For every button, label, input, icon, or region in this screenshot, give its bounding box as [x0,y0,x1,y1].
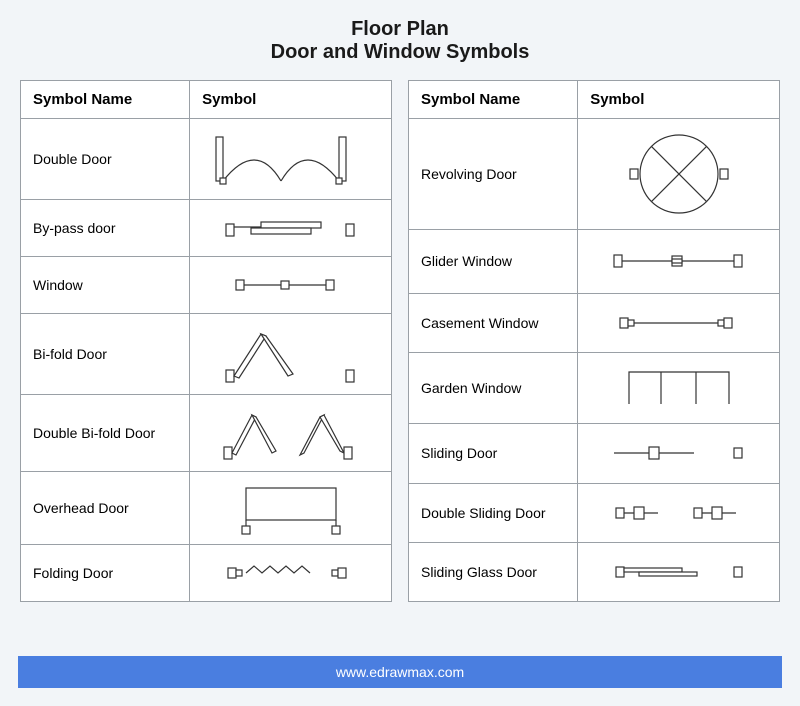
table-row: Folding Door [21,545,392,602]
double_bifold_door-icon [206,403,376,463]
page-title: Floor Plan Door and Window Symbols [18,18,782,64]
tables-container: Symbol Name Symbol Double DoorBy-pass do… [18,80,782,602]
symbol-cell [190,545,392,602]
bifold_door-icon [206,322,376,386]
symbol-name-cell: Double Sliding Door [409,483,578,542]
symbol-name-cell: Sliding Door [409,424,578,483]
symbol-name-cell: Bi-fold Door [21,314,190,395]
symbol-name-cell: Garden Window [409,352,578,424]
table-row: Double Bi-fold Door [21,395,392,472]
table-row: Double Sliding Door [409,483,780,542]
revolving_door-icon [594,129,764,219]
symbol-cell [578,352,780,424]
symbol-cell [578,424,780,483]
symbol-cell [578,293,780,352]
symbol-cell [190,119,392,200]
symbol-name-cell: Sliding Glass Door [409,542,578,601]
symbol-cell [190,257,392,314]
table-row: Sliding Door [409,424,780,483]
symbol-name-cell: Overhead Door [21,472,190,545]
double_sliding_door-icon [594,493,764,533]
header-symbol-name: Symbol Name [21,81,190,119]
table-row: Sliding Glass Door [409,542,780,601]
table-row: Revolving Door [409,119,780,230]
symbol-cell [190,472,392,545]
symbol-cell [578,230,780,293]
sliding_door-icon [594,433,764,473]
sliding_glass_door-icon [594,552,764,592]
garden_window-icon [594,362,764,414]
symbol-name-cell: Revolving Door [409,119,578,230]
window-icon [206,265,376,305]
symbol-name-cell: Casement Window [409,293,578,352]
folding_door-icon [206,553,376,593]
table-row: Casement Window [409,293,780,352]
symbol-cell [190,314,392,395]
overhead_door-icon [206,480,376,536]
table-header-row: Symbol Name Symbol [21,81,392,119]
symbol-cell [578,483,780,542]
symbol-name-cell: Folding Door [21,545,190,602]
table-row: Overhead Door [21,472,392,545]
symbol-name-cell: Double Bi-fold Door [21,395,190,472]
symbol-name-cell: By-pass door [21,200,190,257]
footer-url: www.edrawmax.com [336,664,464,680]
table-row: Double Door [21,119,392,200]
glider_window-icon [594,239,764,283]
table-row: Bi-fold Door [21,314,392,395]
title-line-1: Floor Plan [18,18,782,41]
right-table: Symbol Name Symbol Revolving DoorGlider … [408,80,780,602]
footer-bar: www.edrawmax.com [18,656,782,688]
symbol-name-cell: Double Door [21,119,190,200]
table-row: By-pass door [21,200,392,257]
symbol-name-cell: Window [21,257,190,314]
table-row: Window [21,257,392,314]
casement_window-icon [594,303,764,343]
header-symbol: Symbol [190,81,392,119]
header-symbol: Symbol [578,81,780,119]
table-row: Garden Window [409,352,780,424]
bypass_door-icon [206,208,376,248]
title-line-2: Door and Window Symbols [18,41,782,64]
symbol-cell [190,200,392,257]
symbol-cell [578,542,780,601]
table-header-row: Symbol Name Symbol [409,81,780,119]
header-symbol-name: Symbol Name [409,81,578,119]
double_door-icon [206,127,376,191]
table-row: Glider Window [409,230,780,293]
symbol-name-cell: Glider Window [409,230,578,293]
left-table: Symbol Name Symbol Double DoorBy-pass do… [20,80,392,602]
symbol-cell [190,395,392,472]
symbol-cell [578,119,780,230]
